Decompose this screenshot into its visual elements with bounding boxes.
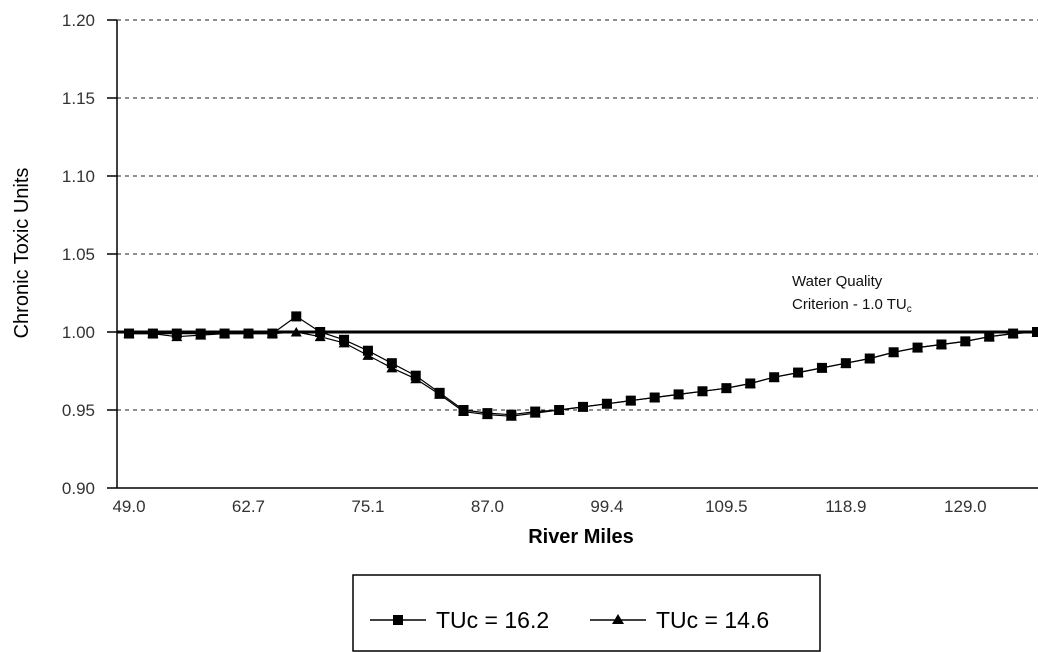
legend-label: TUc = 14.6: [656, 607, 769, 633]
data-point-triangle: [242, 328, 254, 339]
data-point-triangle: [1007, 328, 1019, 339]
data-point-triangle: [171, 331, 183, 342]
data-point-triangle: [434, 389, 446, 399]
y-tick-label: 0.90: [62, 479, 95, 498]
criterion-label-line2: Criterion - 1.0 TUc: [792, 296, 912, 315]
y-tick-label: 1.10: [62, 167, 95, 186]
data-point-triangle: [362, 350, 374, 360]
data-point-triangle: [864, 353, 876, 364]
data-point-triangle: [912, 342, 924, 353]
data-point-triangle: [792, 367, 804, 378]
data-point-triangle: [768, 372, 780, 382]
x-tick-label: 87.0: [471, 497, 504, 516]
data-point-triangle: [123, 328, 135, 339]
y-tick-label: 1.00: [62, 323, 95, 342]
data-point-triangle: [649, 392, 661, 403]
axes: [107, 19, 1038, 489]
legend-triangle-marker: [612, 614, 624, 624]
data-point-triangle: [386, 362, 398, 373]
data-point-triangle: [481, 409, 493, 420]
data-point-triangle: [505, 411, 517, 421]
criterion-label-main: Criterion - 1.0 TU: [792, 296, 907, 313]
data-point-triangle: [959, 336, 971, 346]
data-point-triangle: [983, 331, 995, 342]
criterion-label-subscript: c: [907, 304, 912, 315]
gridlines: [117, 19, 1038, 411]
data-point-triangle: [720, 383, 732, 393]
legend-label: TUc = 16.2: [436, 607, 549, 633]
data-point-triangle: [577, 401, 589, 412]
data-point-triangle: [314, 331, 326, 342]
legend-square-marker: [393, 615, 403, 625]
data-point-triangle: [529, 408, 541, 418]
x-tick-label: 75.1: [351, 497, 384, 516]
data-point-triangle: [147, 328, 159, 339]
legend-box: [352, 574, 821, 652]
y-tick-label: 1.20: [62, 11, 95, 30]
data-point-triangle: [1031, 327, 1038, 337]
data-point-triangle: [553, 405, 565, 415]
data-point-triangle: [219, 328, 231, 339]
x-axis-title: River Miles: [528, 526, 634, 548]
data-point-triangle: [696, 386, 708, 396]
data-point-triangle: [935, 339, 947, 349]
legend-entry-tuc-16-2: TUc = 16.2: [370, 607, 549, 633]
criterion-label-background: [758, 264, 1024, 322]
data-point-triangle: [458, 406, 470, 417]
y-tick-label: 1.15: [62, 89, 95, 108]
legend-entry-tuc-14-6: TUc = 14.6: [590, 607, 769, 633]
series-tuc-14-6: [123, 327, 1038, 421]
x-tick-label: 99.4: [590, 497, 623, 516]
series-tuc-16-2: [124, 311, 1038, 420]
criterion-reference: Water Quality Criterion - 1.0 TUc: [117, 264, 1038, 334]
data-point-triangle: [744, 378, 756, 388]
data-point-triangle: [601, 398, 613, 409]
data-point-triangle: [266, 328, 278, 339]
x-tick-label: 49.0: [112, 497, 145, 516]
y-tick-label: 0.95: [62, 401, 95, 420]
data-point-triangle: [195, 330, 207, 340]
x-tick-label: 109.5: [705, 497, 748, 516]
criterion-label-line1: Water Quality: [792, 273, 883, 290]
x-tick-label: 62.7: [232, 497, 265, 516]
x-tick-label: 129.0: [944, 497, 987, 516]
data-point-triangle: [410, 373, 422, 384]
data-point-triangle: [625, 395, 637, 406]
tick-labels: 0.90 0.95 1.00 1.05 1.10 1.15 1.20 49.0 62.7 75.1…: [62, 11, 987, 516]
data-point-square: [291, 311, 302, 322]
data-point-triangle: [816, 362, 828, 373]
data-point-triangle: [338, 337, 350, 348]
x-tick-label: 118.9: [825, 497, 866, 516]
data-point-triangle: [888, 347, 900, 357]
data-point-triangle: [290, 327, 302, 337]
data-point-triangle: [840, 358, 852, 368]
y-tick-label: 1.05: [62, 245, 95, 264]
y-axis-title: Chronic Toxic Units: [11, 168, 33, 339]
series-lines: [123, 311, 1038, 421]
data-point-triangle: [673, 389, 685, 399]
legend: TUc = 16.2 TUc = 14.6: [352, 574, 821, 652]
